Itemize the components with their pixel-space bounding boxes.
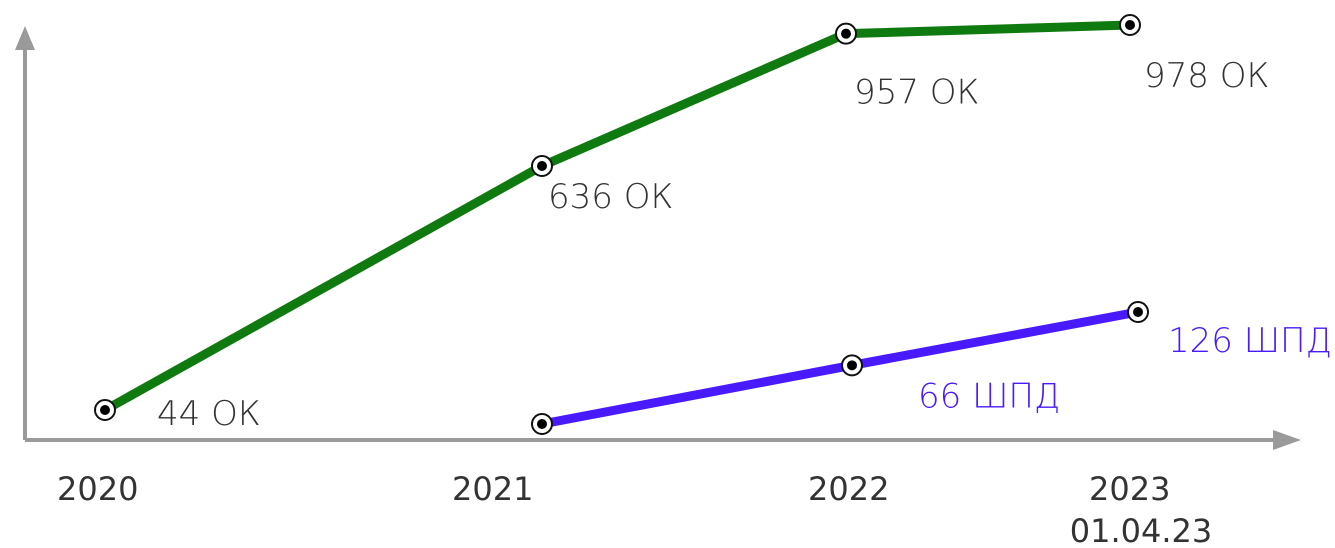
data-point bbox=[100, 405, 110, 415]
x-tick-labels: 2020 2021 2022 2023 01.04.23 bbox=[57, 470, 1212, 548]
data-point bbox=[537, 160, 547, 171]
data-label: 957 ОК bbox=[854, 73, 979, 113]
data-label: 66 ШПД bbox=[918, 376, 1060, 416]
data-label: 44 ОК bbox=[157, 394, 261, 434]
data-label: 978 ОК bbox=[1144, 56, 1269, 96]
x-tick-label: 2023 bbox=[1089, 470, 1170, 508]
data-point bbox=[1125, 20, 1135, 30]
series-1: 66 ШПД 126 ШПД bbox=[531, 301, 1332, 435]
x-tick-sublabel: 01.04.23 bbox=[1070, 512, 1213, 548]
x-tick-label: 2022 bbox=[808, 470, 889, 508]
data-label: 636 ОК bbox=[548, 177, 673, 217]
x-tick-label: 2021 bbox=[452, 470, 533, 508]
x-axis-arrow-icon bbox=[1273, 430, 1301, 450]
series-0: 44 ОК 636 ОК 957 ОК 978 ОК bbox=[94, 14, 1269, 434]
x-tick-label: 2020 bbox=[57, 470, 138, 508]
data-point bbox=[841, 28, 851, 39]
data-point bbox=[847, 360, 857, 371]
series-line-0 bbox=[100, 20, 1135, 415]
y-axis-arrow-icon bbox=[15, 26, 35, 50]
data-point bbox=[1133, 307, 1143, 317]
axes bbox=[15, 26, 1301, 450]
data-label: 126 ШПД bbox=[1168, 321, 1332, 361]
series-layer: 44 ОК 636 ОК 957 ОК 978 ОК 66 ШПД 126 ШПД bbox=[94, 14, 1332, 435]
data-point bbox=[537, 419, 547, 429]
